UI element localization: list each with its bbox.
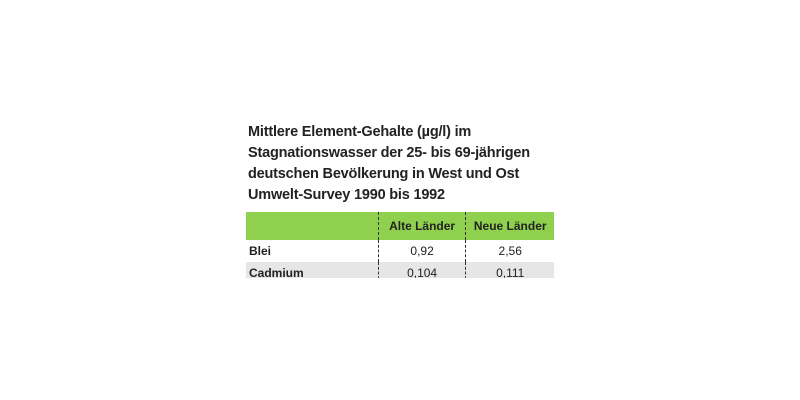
header-cell: Alte Länder bbox=[377, 212, 466, 240]
header-cell bbox=[246, 212, 379, 240]
table-container: Alte Länder Neue Länder Blei 0,92 2,56 C… bbox=[246, 212, 554, 278]
header-cell: Neue Länder bbox=[465, 212, 554, 240]
table-row: Cadmium 0,104 0,111 bbox=[246, 262, 554, 278]
title-line: Mittlere Element-Gehalte (µg/l) im bbox=[248, 124, 472, 140]
cell: 2,56 bbox=[465, 240, 554, 262]
row-label: Cadmium bbox=[246, 262, 379, 278]
title-line: Umwelt-Survey 1990 bis 1992 bbox=[248, 187, 445, 203]
title-line: Stagnationswasser der 25- bis 69-jährige… bbox=[248, 145, 530, 161]
header-row: Alte Länder Neue Länder bbox=[246, 212, 554, 240]
cell: 0,111 bbox=[465, 262, 554, 278]
data-table: Alte Länder Neue Länder Blei 0,92 2,56 C… bbox=[246, 212, 554, 278]
cell: 0,104 bbox=[377, 262, 466, 278]
title: Mittlere Element-Gehalte (µg/l) im Stagn… bbox=[248, 122, 568, 206]
row-label: Blei bbox=[249, 244, 272, 258]
table-row: Blei 0,92 2,56 bbox=[246, 240, 554, 262]
cell: 0,92 bbox=[377, 240, 466, 262]
title-line: deutschen Bevölkerung in West und Ost bbox=[248, 166, 520, 182]
